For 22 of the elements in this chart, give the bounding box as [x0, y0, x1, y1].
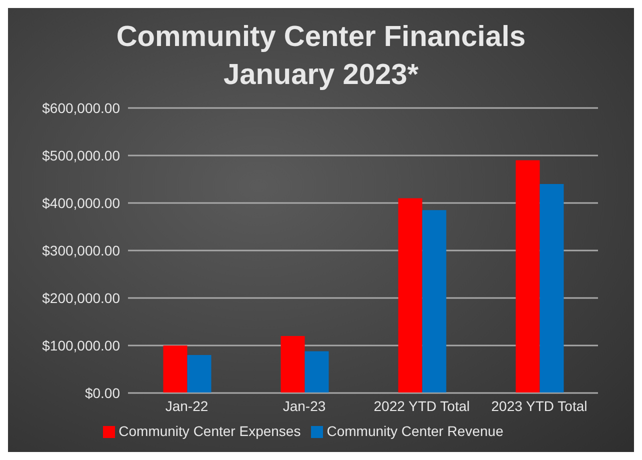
y-tick-label: $200,000.00: [42, 290, 120, 306]
y-tick-label: $600,000.00: [42, 100, 120, 116]
bar: [280, 336, 305, 393]
x-tick-label: Jan-22: [165, 398, 208, 414]
bar: [163, 346, 188, 393]
bar: [187, 355, 212, 393]
y-tick-label: $400,000.00: [42, 194, 120, 211]
x-tick-label: Jan-23: [282, 398, 326, 414]
chart-title: Community Center Financials January 2023*: [115, 20, 527, 93]
x-tick-label: 2023 YTD Total: [491, 398, 588, 414]
x-tick-label: 2022 YTD Total: [374, 398, 470, 414]
y-tick-label: $100,000.00: [42, 337, 120, 354]
y-tick-label: $0.00: [84, 384, 120, 401]
y-tick-label: $500,000.00: [42, 147, 120, 164]
legend-label: Community Center Revenue: [326, 423, 504, 439]
bar: [540, 184, 564, 393]
bar: [422, 210, 446, 393]
y-tick-label: $300,000.00: [42, 242, 120, 258]
bar: [516, 160, 540, 393]
bar: [398, 198, 422, 393]
bar: [304, 351, 329, 393]
legend-label: Community Center Expenses: [118, 423, 301, 439]
